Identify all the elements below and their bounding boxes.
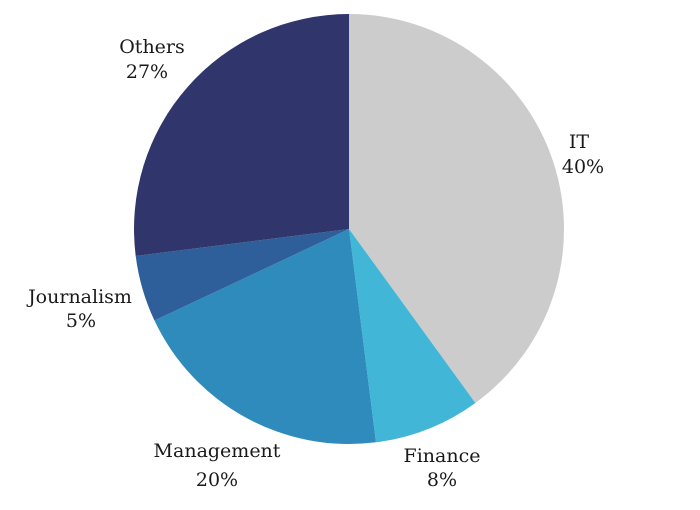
slice-label-management: Management — [154, 440, 281, 462]
slice-label-finance: Finance — [404, 445, 481, 467]
slice-label-others: Others — [119, 36, 185, 58]
slice-value-others: 27% — [126, 61, 168, 83]
pie-labels: IT 40% Finance 8% Management 20% Journal… — [26, 36, 604, 491]
pie-slices — [134, 14, 564, 444]
slice-value-it: 40% — [562, 156, 604, 178]
slice-label-it: IT — [569, 131, 590, 153]
slice-value-journalism: 5% — [66, 310, 96, 332]
pie-slice-finance — [349, 229, 476, 443]
pie-slice-it — [349, 14, 564, 403]
pie-slice-others — [134, 14, 349, 256]
pie-slice-journalism — [135, 229, 349, 321]
slice-value-management: 20% — [196, 469, 238, 491]
pie-slice-management — [154, 229, 376, 444]
slice-value-finance: 8% — [427, 469, 457, 491]
slice-label-journalism: Journalism — [26, 286, 132, 308]
